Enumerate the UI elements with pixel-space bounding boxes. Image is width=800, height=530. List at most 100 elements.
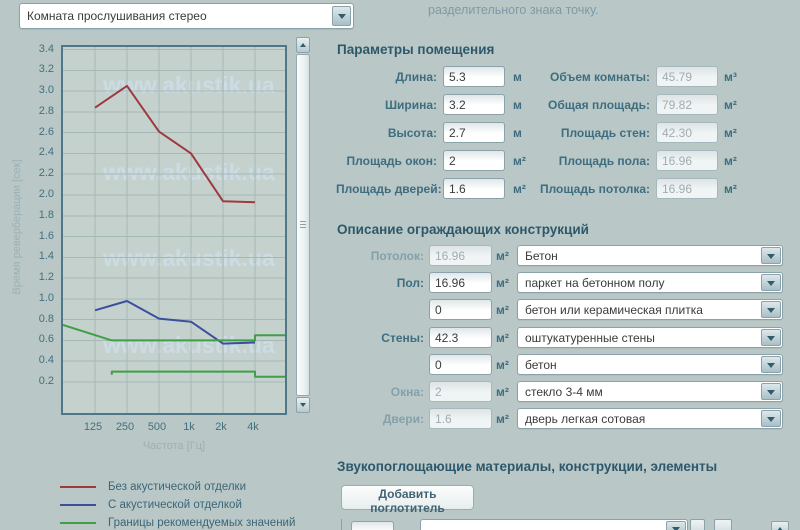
absorber-list-border: [341, 519, 342, 530]
y-tick-label: 1.8: [38, 208, 54, 221]
chevron-down-icon[interactable]: [761, 274, 781, 291]
scroll-up-icon[interactable]: [771, 521, 789, 530]
unit-label: м²: [513, 181, 526, 196]
absorber-quantity-input[interactable]: [351, 521, 394, 530]
walls-area-field: [656, 122, 718, 143]
total-area-row: Общая площадь: м²: [534, 94, 737, 115]
windows-area-input[interactable]: [443, 150, 505, 171]
floor-row: Пол: м² паркет на бетонном полу: [337, 272, 783, 293]
floor-material-select[interactable]: паркет на бетонном полу: [517, 272, 783, 293]
legend-label: С акустической отделкой: [108, 499, 242, 511]
room-params-heading: Параметры помещения: [337, 42, 495, 57]
chevron-down-icon[interactable]: [761, 247, 781, 264]
walls-extra-material-select[interactable]: бетон: [517, 354, 783, 375]
walls-area-input[interactable]: [429, 327, 492, 348]
ceiling-area-field: [656, 178, 718, 199]
doors-material-select[interactable]: дверь легкая сотовая: [517, 408, 783, 429]
selected-material: Бетон: [525, 249, 558, 263]
walls-extra-area-input[interactable]: [429, 354, 492, 375]
green-line-swatch: [60, 522, 96, 524]
constructions-heading: Описание ограждающих конструкций: [337, 222, 589, 237]
unit-label: м²: [496, 411, 509, 426]
x-axis-ticks: 125 250 500 1k 2k 4k: [61, 421, 287, 435]
thumb-grip-icon: [300, 221, 306, 230]
unit-label: м³: [724, 69, 737, 84]
windows-area-readonly: [429, 381, 492, 402]
doors-area-readonly: [429, 408, 492, 429]
chart-scrollbar[interactable]: [296, 37, 310, 413]
y-tick-label: 0.4: [38, 354, 54, 367]
x-tick-label: 1k: [183, 421, 195, 433]
series-line: [94, 84, 256, 204]
series-line: [94, 300, 256, 345]
ceiling-area-input: [429, 245, 492, 266]
doors-area-row: Площадь дверей: м²: [336, 178, 526, 199]
unit-label: м: [513, 97, 522, 112]
walls-material-select[interactable]: оштукатуренные стены: [517, 327, 783, 348]
legend-item: Границы рекомендуемых значений: [60, 514, 295, 530]
y-axis-ticks: 3.4 3.2 3.0 2.8 2.6 2.4 2.2 2.0 1.8 1.6 1.4 1.2 1.0 0…: [0, 43, 56, 415]
red-line-swatch: [60, 486, 96, 488]
y-tick-label: 2.6: [38, 125, 54, 138]
decimal-separator-note: разделительного знака точку.: [428, 3, 599, 17]
scrollbar-thumb[interactable]: [296, 54, 310, 396]
field-label: Площадь стен:: [560, 125, 650, 140]
field-label: Площадь потолка:: [539, 181, 650, 196]
walls-area-row: Площадь стен: м²: [534, 122, 737, 143]
x-tick-label: 250: [115, 421, 135, 433]
floor-extra-area-input[interactable]: [429, 299, 492, 320]
y-tick-label: 1.0: [38, 291, 54, 304]
x-axis-title: Частота [Гц]: [142, 440, 206, 452]
series-line: [110, 370, 285, 378]
height-input[interactable]: [443, 122, 505, 143]
add-absorber-button[interactable]: Добавить поглотитель: [341, 485, 474, 515]
floor-extra-material-select[interactable]: бетон или керамическая плитка: [517, 299, 783, 320]
chevron-down-icon[interactable]: [666, 521, 686, 530]
absorber-action-button[interactable]: [690, 519, 705, 530]
scroll-down-icon[interactable]: [296, 397, 310, 413]
floor-extra-row: м² бетон или керамическая плитка: [337, 299, 783, 320]
unit-label: м²: [496, 384, 509, 399]
room-preset-value: Комната прослушивания стерео: [27, 9, 207, 23]
windows-material-select[interactable]: стекло 3-4 мм: [517, 381, 783, 402]
chevron-down-icon[interactable]: [761, 410, 781, 427]
selected-material: дверь легкая сотовая: [525, 412, 646, 426]
floor-area-input[interactable]: [429, 272, 492, 293]
legend-label: Границы рекомендуемых значений: [108, 517, 296, 529]
legend-item: С акустической отделкой: [60, 496, 295, 514]
scroll-up-icon[interactable]: [296, 37, 310, 53]
selected-material: оштукатуренные стены: [525, 331, 655, 345]
chevron-down-icon[interactable]: [761, 356, 781, 373]
absorbers-heading: Звукопоглощающие материалы, конструкции,…: [337, 459, 718, 474]
x-tick-label: 500: [147, 421, 167, 433]
absorber-action-button[interactable]: [714, 519, 732, 530]
doors-area-input[interactable]: [443, 178, 505, 199]
field-label: Объем комнаты:: [549, 69, 650, 84]
chevron-down-icon[interactable]: [761, 383, 781, 400]
field-label: Общая площадь:: [547, 97, 650, 112]
unit-label: м²: [496, 275, 509, 290]
field-label: Высота:: [387, 125, 437, 140]
y-tick-label: 3.0: [38, 84, 54, 97]
room-preset-select[interactable]: Комната прослушивания стерео: [19, 3, 354, 29]
chart-legend: Без акустической отделки С акустической …: [60, 478, 295, 530]
unit-label: м: [513, 69, 522, 84]
unit-label: м²: [724, 181, 737, 196]
floor-area-row: Площадь пола: м²: [534, 150, 737, 171]
width-input[interactable]: [443, 94, 505, 115]
height-row: Высота: м: [336, 122, 522, 143]
total-area-field: [656, 94, 718, 115]
absorber-material-select[interactable]: [420, 519, 688, 530]
field-label: Двери:: [382, 411, 424, 426]
walls-row: Стены: м² оштукатуренные стены: [337, 327, 783, 348]
chevron-down-icon[interactable]: [332, 6, 351, 26]
volume-row: Объем комнаты: м³: [534, 66, 737, 87]
length-row: Длина: м: [336, 66, 522, 87]
ceiling-material-select[interactable]: Бетон: [517, 245, 783, 266]
chevron-down-icon[interactable]: [761, 329, 781, 346]
chevron-down-icon[interactable]: [761, 301, 781, 318]
length-input[interactable]: [443, 66, 505, 87]
series-line: [63, 323, 285, 342]
x-tick-label: 4k: [247, 421, 259, 433]
